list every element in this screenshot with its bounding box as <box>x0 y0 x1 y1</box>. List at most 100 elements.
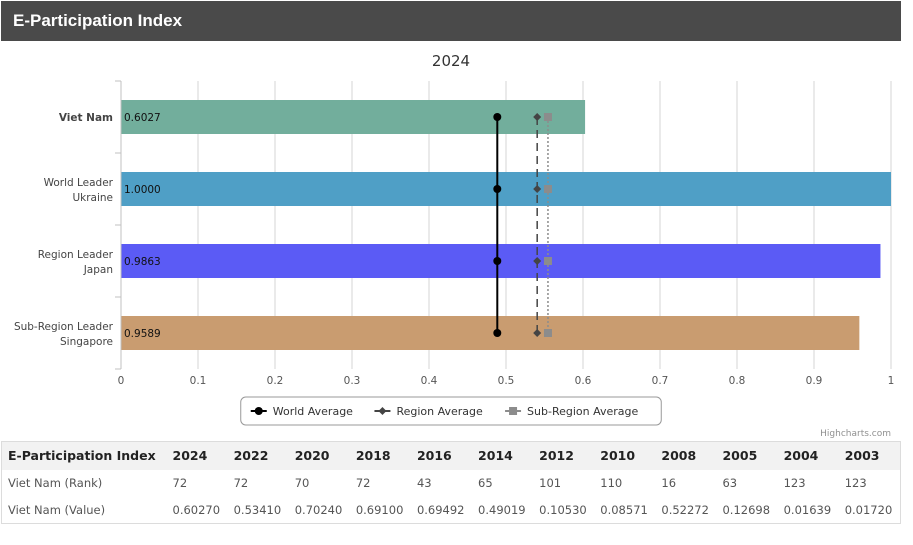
table-row-label: Viet Nam (Value) <box>1 496 167 524</box>
y-category-label: Region Leader <box>38 249 114 261</box>
legend-symbol-marker <box>254 407 263 415</box>
series-1 <box>493 113 502 337</box>
table-cell: 0.10530 <box>533 496 595 524</box>
legend: World Average Region Average Sub-Region Av… <box>240 396 662 426</box>
table-cell: 16 <box>661 476 677 490</box>
legend-label: Region Average <box>396 405 483 418</box>
legend-symbol-marker <box>509 407 518 415</box>
table-cell: 43 <box>416 476 432 490</box>
y-category-label: Ukraine <box>72 192 113 204</box>
table-cell: 0.69100 <box>349 496 411 524</box>
e-participation-chart: 2024 0.6027 1.0000 0.9863 0.9589 0 0.1 0.2 0.3… <box>14 52 895 439</box>
panel-title: E-Participation Index <box>13 11 183 30</box>
x-tick-label: 0.4 <box>421 375 438 387</box>
legend-item-3[interactable]: Sub-Region Average <box>505 405 639 418</box>
series-3 <box>543 113 552 337</box>
data-label: 0.9863 <box>124 256 161 268</box>
series-point <box>493 257 502 265</box>
table-header-year: 2008 <box>655 441 717 470</box>
table-cell: 72 <box>355 476 371 490</box>
axes: 0 0.1 0.2 0.3 0.4 0.5 0.6 0.7 0.8 0.9 1 Viet Nam Wor… <box>14 80 895 387</box>
y-category-label: Japan <box>83 264 113 276</box>
data-table: E-Participation Index 2024 2022 2020 2018 201… <box>1 441 901 524</box>
table-header-year: 2010 <box>594 441 656 470</box>
x-tick-label: 0 <box>118 375 125 387</box>
legend-box <box>240 396 662 426</box>
series-2 <box>533 113 542 337</box>
legend-symbol-marker <box>378 407 387 415</box>
data-label: 0.6027 <box>124 112 161 124</box>
legend-item-1[interactable]: World Average <box>250 405 353 418</box>
table-header-year: 2020 <box>288 441 350 470</box>
bar <box>121 316 860 350</box>
chart-title: 2024 <box>432 52 470 70</box>
series-point <box>493 329 502 337</box>
bar <box>121 172 891 206</box>
x-tick-label: 0.9 <box>806 375 823 387</box>
credits[interactable]: Highcharts.com <box>820 429 891 439</box>
table-body: Viet Nam (Rank) 72 72 70 72 43 65 101 110 16 63 123… <box>1 470 901 524</box>
table-row: Viet Nam (Rank) 72 72 70 72 43 65 101 110 16 63 123… <box>2 470 901 497</box>
table-cell: 0.53410 <box>227 496 289 524</box>
table-row: Viet Nam (Value) 0.60270 0.53410 0.70240 0.6… <box>1 496 901 524</box>
table-cell: 70 <box>294 476 310 490</box>
series-point <box>533 329 542 337</box>
legend-item-2[interactable]: Region Average <box>374 405 483 418</box>
series-point <box>533 257 542 265</box>
table-header-year: 2024 <box>166 441 228 470</box>
table-cell: 0.01639 <box>777 496 839 524</box>
table-header-year: 2005 <box>716 441 778 470</box>
table-cell: 72 <box>172 476 188 490</box>
y-category-label: Viet Nam <box>59 112 113 124</box>
series-point <box>543 329 552 337</box>
series-point <box>533 113 542 121</box>
table-cell: 0.70240 <box>288 496 350 524</box>
table-cell: 123 <box>844 476 867 490</box>
table-header-year: 2018 <box>349 441 411 470</box>
legend-label: Sub-Region Average <box>527 405 638 418</box>
x-tick-label: 1 <box>888 375 895 387</box>
x-tick-label: 0.3 <box>344 375 361 387</box>
table-cell: 101 <box>539 476 562 490</box>
bar <box>121 100 586 134</box>
table-cell: 0.08571 <box>594 496 656 524</box>
data-label: 0.9589 <box>124 328 161 340</box>
table-header-year: 2016 <box>410 441 473 470</box>
y-category-label: Singapore <box>60 336 113 348</box>
x-tick-label: 0.7 <box>652 375 669 387</box>
table-header-row: E-Participation Index 2024 2022 2020 2018 201… <box>1 441 901 470</box>
table-header-year: 2003 <box>838 441 901 470</box>
table-row-label: Viet Nam (Rank) <box>8 476 103 490</box>
x-tick-label: 0.6 <box>575 375 592 387</box>
series-point <box>543 113 552 121</box>
series-point <box>533 185 542 193</box>
y-category-label: World Leader <box>44 177 114 189</box>
table-cell: 0.12698 <box>716 496 778 524</box>
table-cell: 110 <box>600 476 623 490</box>
series-point <box>543 185 552 193</box>
table-header-year: 2014 <box>472 441 534 470</box>
table-header-year: 2012 <box>533 441 595 470</box>
table-cell: 0.69492 <box>410 496 473 524</box>
table-cell: 72 <box>233 476 249 490</box>
y-category-label: Sub-Region Leader <box>14 321 114 333</box>
series-point <box>493 113 502 121</box>
table-header-year: 2004 <box>777 441 839 470</box>
x-tick-label: 0.8 <box>729 375 746 387</box>
panel-header: E-Participation Index <box>1 1 901 41</box>
table-cell: 65 <box>478 476 493 490</box>
table-cell: 0.52272 <box>655 496 717 524</box>
x-tick-label: 0.5 <box>498 375 515 387</box>
table-cell: 123 <box>783 476 806 490</box>
table-cell: 0.60270 <box>166 496 228 524</box>
series-point <box>543 257 552 265</box>
table-header-label: E-Participation Index <box>1 441 167 470</box>
table-cell: 63 <box>722 476 738 490</box>
x-tick-label: 0.1 <box>190 375 207 387</box>
average-series <box>493 113 552 337</box>
x-tick-label: 0.2 <box>267 375 284 387</box>
table-header-year: 2022 <box>227 441 289 470</box>
data-label: 1.0000 <box>124 184 161 196</box>
legend-label: World Average <box>273 405 353 418</box>
table-cell: 0.49019 <box>472 496 534 524</box>
